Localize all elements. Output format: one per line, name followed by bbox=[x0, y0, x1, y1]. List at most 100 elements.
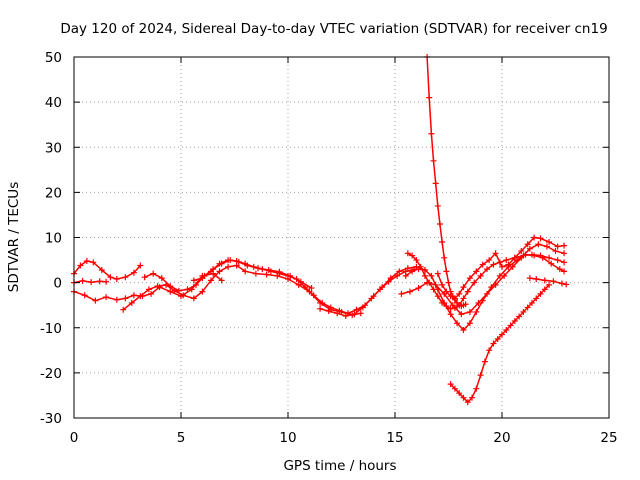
series-arc-2 bbox=[71, 277, 110, 286]
data-point bbox=[218, 277, 225, 284]
data-point bbox=[543, 243, 550, 250]
data-point bbox=[122, 274, 129, 281]
data-point bbox=[207, 277, 214, 284]
data-point bbox=[550, 278, 557, 285]
data-point bbox=[447, 311, 454, 318]
data-point bbox=[464, 399, 471, 406]
data-point bbox=[501, 272, 508, 279]
data-point bbox=[533, 276, 540, 283]
data-point bbox=[466, 275, 473, 282]
data-point bbox=[148, 290, 155, 297]
data-point bbox=[492, 250, 499, 257]
data-point bbox=[426, 94, 433, 101]
x-axis-label: GPS time / hours bbox=[283, 458, 396, 474]
data-point bbox=[477, 272, 484, 279]
data-point bbox=[334, 310, 341, 317]
data-point bbox=[533, 295, 540, 302]
data-point bbox=[451, 296, 458, 303]
data-point bbox=[539, 254, 546, 261]
data-point bbox=[554, 243, 561, 250]
data-point bbox=[494, 336, 501, 343]
data-point bbox=[81, 292, 88, 299]
y-tick-label: 10 bbox=[45, 231, 62, 247]
data-point bbox=[402, 272, 409, 279]
data-point bbox=[443, 268, 450, 275]
data-point bbox=[77, 262, 84, 269]
data-point bbox=[449, 302, 456, 309]
data-point bbox=[460, 295, 467, 302]
data-point bbox=[150, 270, 157, 277]
data-point bbox=[293, 276, 300, 283]
series-arc-7 bbox=[317, 266, 418, 320]
data-point bbox=[466, 308, 473, 315]
data-point bbox=[558, 280, 565, 287]
data-point bbox=[507, 322, 514, 329]
data-point bbox=[302, 284, 309, 291]
data-point bbox=[317, 305, 324, 312]
data-point bbox=[167, 288, 174, 295]
data-point bbox=[458, 311, 465, 318]
data-point bbox=[409, 252, 416, 259]
data-point bbox=[511, 317, 518, 324]
data-point bbox=[490, 261, 497, 268]
data-point bbox=[456, 390, 463, 397]
data-point bbox=[471, 279, 478, 286]
data-point bbox=[285, 272, 291, 279]
data-point bbox=[454, 320, 461, 327]
data-point bbox=[421, 266, 428, 273]
series-trace bbox=[193, 259, 426, 315]
data-point bbox=[137, 293, 144, 300]
data-point bbox=[546, 281, 553, 288]
data-point bbox=[128, 299, 135, 306]
data-point bbox=[368, 295, 375, 302]
data-point bbox=[180, 292, 187, 299]
data-point bbox=[554, 257, 561, 264]
data-point bbox=[398, 290, 405, 297]
data-point bbox=[447, 288, 454, 295]
data-point bbox=[154, 283, 161, 290]
data-point bbox=[141, 274, 148, 281]
y-tick-label: 30 bbox=[45, 140, 62, 156]
data-point bbox=[295, 281, 302, 288]
y-tick-label: -30 bbox=[40, 411, 62, 427]
data-point bbox=[325, 308, 332, 315]
data-point bbox=[537, 290, 544, 297]
data-point bbox=[430, 157, 437, 164]
data-point bbox=[541, 277, 548, 284]
data-point bbox=[130, 292, 137, 299]
data-point bbox=[90, 259, 97, 266]
data-point bbox=[107, 274, 114, 281]
data-point bbox=[130, 269, 137, 276]
data-point bbox=[308, 285, 315, 292]
axis-ticks: 0 5 10 15 20 25 -30 -20 -10 0 10 20 30 40 50 bbox=[40, 50, 618, 446]
data-point bbox=[263, 271, 270, 278]
data-point bbox=[434, 293, 441, 300]
data-point bbox=[556, 266, 563, 273]
data-point bbox=[98, 266, 105, 273]
data-point bbox=[548, 260, 555, 267]
data-point bbox=[503, 257, 510, 264]
data-point bbox=[469, 394, 476, 401]
data-point bbox=[199, 288, 206, 295]
data-point bbox=[190, 295, 197, 302]
data-point bbox=[563, 281, 570, 288]
data-point bbox=[92, 297, 99, 304]
data-point bbox=[524, 304, 531, 311]
data-point bbox=[190, 277, 197, 284]
data-point bbox=[516, 313, 523, 320]
data-point bbox=[103, 294, 110, 301]
data-point bbox=[175, 287, 182, 294]
data-point bbox=[242, 260, 249, 267]
data-point bbox=[546, 254, 553, 261]
data-point bbox=[225, 257, 232, 264]
x-tick-label: 15 bbox=[386, 430, 403, 446]
y-axis-label: SDTVAR / TECUs bbox=[6, 182, 22, 292]
data-point bbox=[113, 276, 120, 283]
data-point bbox=[406, 288, 413, 295]
data-point bbox=[342, 313, 349, 320]
data-point bbox=[319, 299, 326, 306]
data-point bbox=[475, 299, 482, 306]
data-point bbox=[524, 241, 531, 248]
data-point bbox=[276, 270, 283, 277]
data-point bbox=[357, 310, 364, 317]
